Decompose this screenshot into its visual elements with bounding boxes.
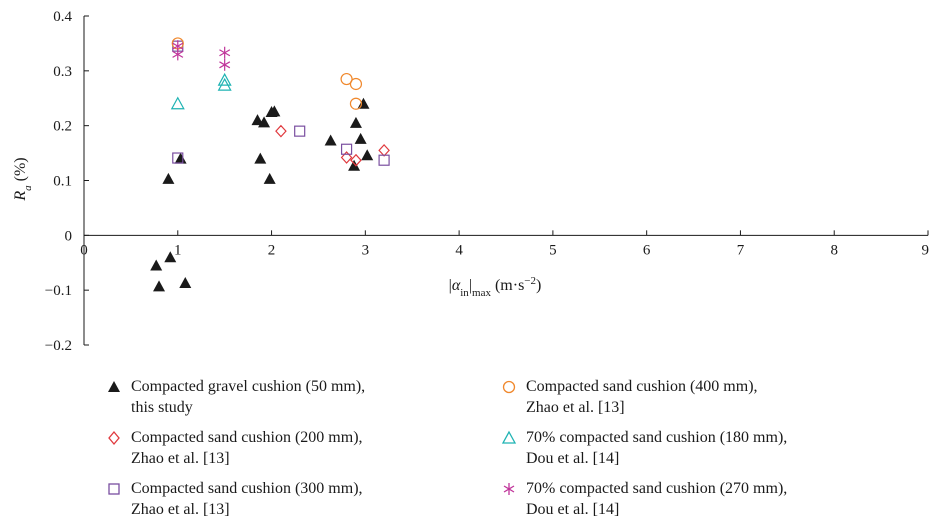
y-tick-label: −0.1	[45, 283, 72, 299]
data-point-filled-triangle	[263, 172, 276, 184]
data-point-open-diamond	[378, 143, 390, 157]
data-point-open-diamond	[275, 124, 287, 138]
x-tick-label: 6	[643, 242, 651, 258]
x-tick-label: 5	[549, 242, 557, 258]
x-tick-label: 8	[830, 242, 838, 258]
data-point-open-square	[378, 154, 390, 166]
x-tick-label: 7	[737, 242, 745, 258]
data-point-open-circle	[349, 97, 363, 110]
data-point-filled-triangle	[153, 280, 166, 292]
x-tick-label: 2	[268, 242, 276, 258]
x-axis-title: |αin|max (m·s−2)	[449, 275, 542, 299]
data-point-filled-triangle	[150, 259, 163, 271]
data-point-open-triangle	[170, 96, 185, 110]
data-point-filled-triangle	[254, 152, 267, 164]
data-point-filled-triangle	[324, 134, 337, 146]
data-point-open-circle	[340, 72, 353, 86]
y-tick-label: 0.2	[53, 119, 72, 135]
data-point-filled-triangle	[164, 251, 177, 263]
x-tick-label: 1	[174, 242, 182, 258]
data-point-open-diamond	[350, 153, 362, 167]
data-point-open-diamond	[340, 151, 353, 164]
data-point-filled-triangle	[268, 105, 281, 117]
data-point-asterisk	[219, 58, 231, 71]
data-point-filled-triangle	[251, 114, 264, 126]
data-point-filled-triangle	[258, 116, 271, 128]
data-point-open-square	[340, 143, 353, 155]
data-point-asterisk	[219, 46, 231, 59]
data-point-asterisk	[172, 40, 184, 53]
y-tick-label: 0.1	[53, 174, 72, 190]
tick-labels: 0.4 0.3 0.2 0.1 0 −0.1 −0.2 0 1 2 3 4 5 6 7 8 9	[45, 9, 929, 354]
data-point-filled-triangle	[179, 277, 192, 289]
y-tick-label: 0	[65, 228, 73, 244]
data-point-filled-triangle	[349, 116, 362, 128]
data-point-open-square	[294, 125, 306, 137]
y-tick-label: 0.4	[53, 9, 72, 25]
x-tick-label: 0	[80, 242, 88, 258]
data-point-filled-triangle	[162, 172, 175, 184]
x-tick-label: 9	[922, 242, 929, 258]
data-point-open-triangle	[217, 72, 232, 86]
data-point-open-circle	[349, 77, 363, 91]
data-point-filled-triangle	[174, 152, 187, 164]
x-tick-label: 4	[455, 242, 463, 258]
data-point-filled-triangle	[361, 149, 374, 161]
y-tick-label: −0.2	[45, 338, 72, 354]
data-point-open-square	[172, 152, 184, 164]
data-points	[150, 37, 390, 292]
data-point-filled-triangle	[348, 159, 361, 171]
axes	[83, 15, 929, 346]
y-tick-label: 0.3	[53, 64, 72, 80]
x-tick-label: 3	[362, 242, 370, 258]
y-axis-title: Ra (%)	[12, 157, 34, 201]
data-point-filled-triangle	[354, 132, 367, 144]
data-point-open-triangle	[217, 77, 232, 91]
